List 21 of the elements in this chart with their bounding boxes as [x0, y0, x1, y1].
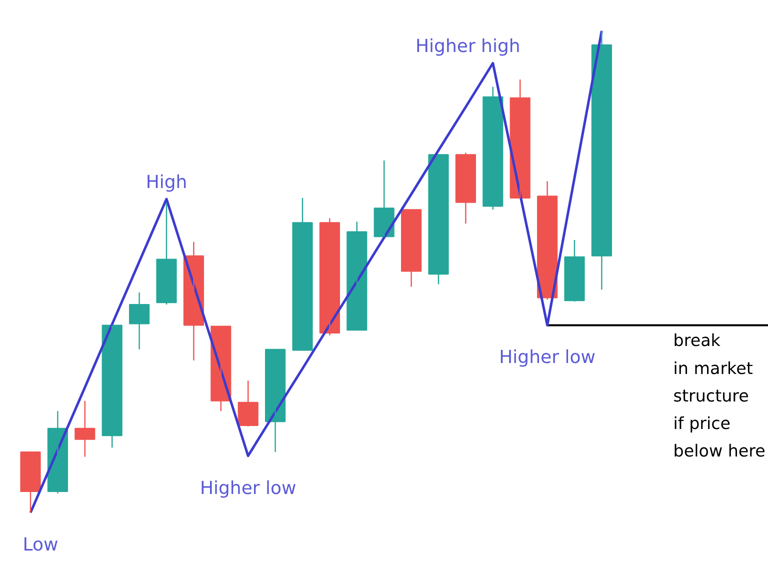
annotation: Higher high: [415, 36, 520, 58]
candlestick: [129, 292, 150, 350]
candlestick: [401, 209, 422, 288]
ref-line-label: break in market structure if price below here: [673, 331, 766, 460]
candlestick: [319, 218, 340, 336]
candlestick: [292, 197, 313, 351]
candlestick: [74, 400, 96, 458]
annotation: Higher low: [499, 347, 596, 368]
annotation: Higher low: [200, 478, 296, 499]
candlestick: [564, 239, 585, 302]
annotation: High: [146, 172, 188, 194]
text: Low: [22, 534, 58, 556]
candlestick: [346, 221, 368, 331]
candlestick: [455, 152, 476, 224]
candlestick: [238, 380, 258, 428]
candlestick: [156, 202, 177, 306]
candlestick: [482, 86, 504, 210]
candlestick: [20, 451, 41, 514]
candlestick: [591, 30, 612, 290]
candlestick: [102, 324, 122, 448]
candlestick: [428, 154, 449, 285]
